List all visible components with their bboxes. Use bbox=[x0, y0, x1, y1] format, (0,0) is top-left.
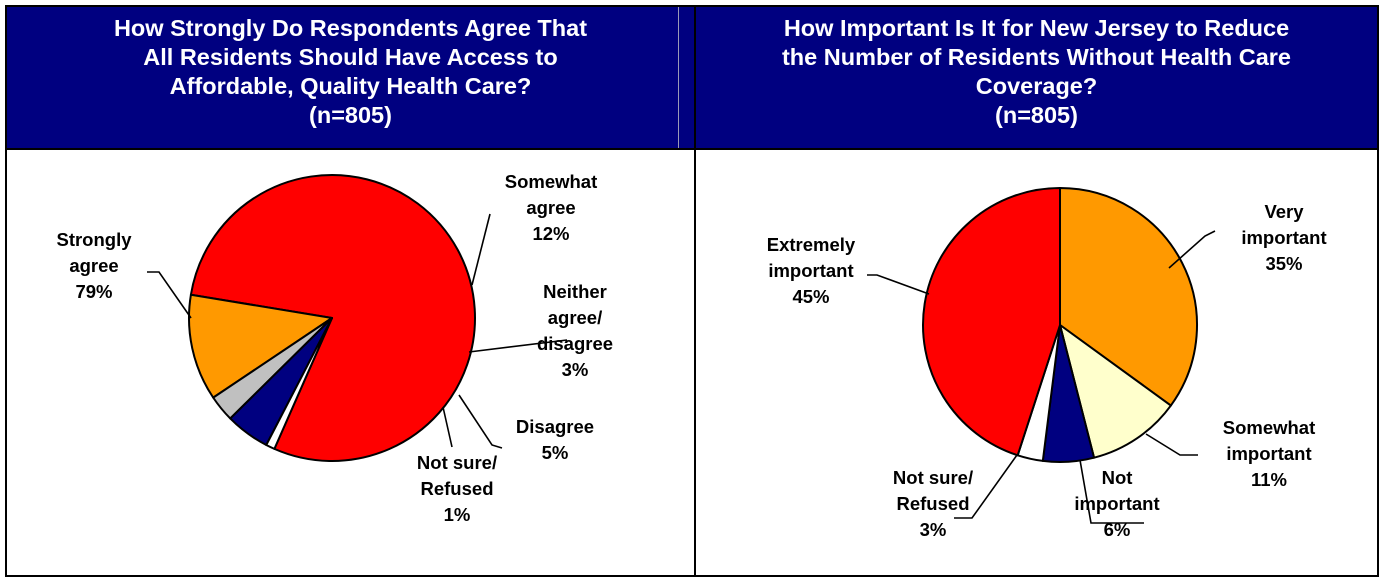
title-line: Affordable, Quality Health Care? bbox=[169, 73, 532, 99]
pie-slices bbox=[188, 174, 476, 462]
slice-label-line: Not sure/ bbox=[893, 467, 973, 488]
slice-label-line: 3% bbox=[920, 519, 947, 540]
slice-label-line: important bbox=[1074, 493, 1159, 514]
slice-label: Very important 35% bbox=[1241, 201, 1326, 274]
title-line: All Residents Should Have Access to bbox=[143, 44, 558, 70]
pie-slice bbox=[922, 187, 1061, 457]
slice-label-line: Refused bbox=[421, 478, 494, 499]
slice-label-line: agree/ bbox=[548, 307, 603, 328]
slice-label: Strongly agree 79% bbox=[56, 229, 132, 302]
leader-line bbox=[954, 454, 1018, 519]
slice-label-line: Very bbox=[1264, 201, 1304, 222]
slice-label-line: 6% bbox=[1104, 519, 1131, 540]
title-line: the Number of Residents Without Health C… bbox=[781, 44, 1291, 70]
slice-label: Not sure/Refused 3% bbox=[893, 467, 973, 540]
slice-label: Not sure/Refused 1% bbox=[417, 452, 497, 525]
leader-line bbox=[1145, 433, 1198, 456]
slice-label-line: Somewhat bbox=[1223, 417, 1316, 438]
header-edge bbox=[678, 7, 679, 148]
slice-label-line: important bbox=[1226, 443, 1311, 464]
leader-line bbox=[458, 394, 503, 449]
chart-frame bbox=[5, 5, 1379, 577]
slice-label-line: Neither bbox=[543, 281, 607, 302]
slice-label-line: Extremely bbox=[767, 234, 856, 255]
slice-label: Somewhat agree 12% bbox=[505, 171, 598, 244]
slice-label-line: Strongly bbox=[56, 229, 132, 250]
slice-label: Neither agree/disagree 3% bbox=[537, 281, 613, 380]
leader-line bbox=[468, 339, 568, 353]
leader-line bbox=[471, 213, 491, 286]
slice-label: Disagree 5% bbox=[516, 416, 594, 463]
slice-label: Not important 6% bbox=[1074, 467, 1159, 540]
title-sample-size: (n=805) bbox=[995, 102, 1078, 128]
pie-slices bbox=[922, 187, 1198, 464]
slice-label-line: important bbox=[1241, 227, 1326, 248]
leader-line bbox=[867, 274, 930, 295]
pie-slice bbox=[265, 317, 333, 450]
slice-label-line: Not sure/ bbox=[417, 452, 497, 473]
header-separator bbox=[7, 148, 1377, 150]
slice-label-line: agree bbox=[69, 255, 118, 276]
pie-slice bbox=[188, 293, 333, 399]
title-line: How Important Is It for New Jersey to Re… bbox=[783, 15, 1290, 41]
title-sample-size: (n=805) bbox=[309, 102, 392, 128]
pie-chart-right: Very important 35% Somewhat important 11% Not i… bbox=[767, 187, 1327, 540]
leader-line bbox=[442, 406, 453, 448]
slice-label-line: Not bbox=[1102, 467, 1133, 488]
pane-divider bbox=[694, 5, 696, 577]
leader-line bbox=[1079, 459, 1144, 524]
slice-label: Somewhat important 11% bbox=[1223, 417, 1316, 490]
slice-label-line: 11% bbox=[1251, 469, 1287, 490]
pie-slice bbox=[1059, 324, 1172, 459]
slice-label-line: 35% bbox=[1265, 253, 1302, 274]
pie-chart-left: Strongly agree 79% Somewhat agree 12% Neither a… bbox=[56, 171, 613, 525]
pie-slice bbox=[1059, 187, 1198, 407]
slice-label-line: Somewhat bbox=[505, 171, 598, 192]
slice-label-line: 3% bbox=[562, 359, 589, 380]
slice-label-line: 12% bbox=[532, 223, 569, 244]
slice-label-line: disagree bbox=[537, 333, 613, 354]
chart-title-right: How Important Is It for New Jersey to Re… bbox=[696, 7, 1377, 148]
slice-label: Extremely important 45% bbox=[767, 234, 856, 307]
leader-line bbox=[1168, 230, 1216, 269]
slice-label-line: 79% bbox=[75, 281, 112, 302]
slice-label-line: 5% bbox=[542, 442, 569, 463]
slice-label-line: agree bbox=[526, 197, 575, 218]
chart-title-left: How Strongly Do Respondents Agree That A… bbox=[7, 7, 694, 148]
slice-label-line: 45% bbox=[792, 286, 829, 307]
title-line: Coverage? bbox=[975, 73, 1098, 99]
slice-label-line: important bbox=[768, 260, 853, 281]
slice-label-line: Disagree bbox=[516, 416, 594, 437]
slice-label-line: 1% bbox=[444, 504, 471, 525]
slice-label-line: Refused bbox=[897, 493, 970, 514]
leader-line bbox=[147, 271, 192, 319]
title-line: How Strongly Do Respondents Agree That bbox=[113, 15, 588, 41]
